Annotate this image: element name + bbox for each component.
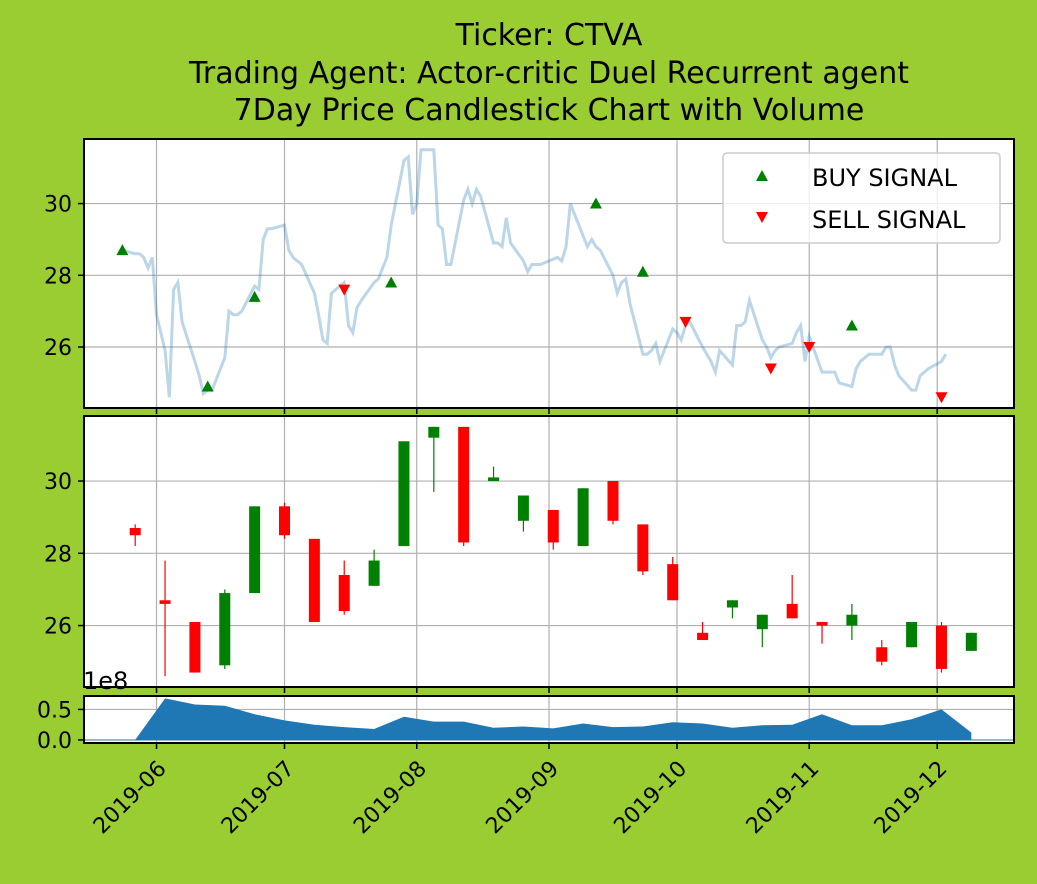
volume-area (135, 698, 972, 740)
y-tick-label: 28 (44, 264, 72, 289)
sell-signal-marker (764, 363, 777, 375)
buy-signal-marker (201, 380, 214, 392)
sell-signal-legend-icon (756, 212, 768, 223)
candle-body (159, 600, 171, 604)
candle-body (368, 560, 380, 586)
candle-body (786, 603, 798, 619)
x-tick-label: 2019-09 (481, 756, 564, 839)
sell-signal-marker (803, 342, 816, 354)
title-line-1: Ticker: CTVA (455, 18, 643, 53)
y-tick-label: 26 (44, 615, 72, 640)
y-tick-label: 30 (44, 193, 72, 218)
candle-body (726, 600, 738, 608)
candle-body (816, 621, 828, 626)
buy-signal-marker (248, 290, 261, 302)
buy-signal-marker (116, 244, 129, 256)
price-panel-frame (83, 138, 1015, 409)
volume-offset-label: 1e8 (83, 667, 128, 695)
legend-buy-label: BUY SIGNAL (812, 164, 958, 192)
candle-body (607, 481, 619, 521)
buy-signal-marker (589, 197, 602, 209)
candle-body (428, 426, 440, 438)
title-line-3: 7Day Price Candlestick Chart with Volume (234, 93, 865, 128)
legend-sell-label: SELL SIGNAL (812, 206, 966, 234)
volume-panel-frame (83, 695, 1015, 744)
x-tick-label: 2019-07 (217, 756, 300, 839)
candle-body (458, 426, 470, 543)
candle-body (697, 632, 709, 641)
candle-body (249, 506, 261, 594)
buy-signal-marker (845, 319, 858, 331)
candle-body (637, 524, 649, 572)
x-tick-label: 2019-10 (609, 756, 692, 839)
candle-body (338, 574, 350, 612)
buy-signal-marker (385, 276, 398, 288)
candle-body (965, 632, 977, 651)
candle-body (279, 506, 291, 536)
legend-box (722, 152, 1001, 244)
candle-body (876, 647, 888, 662)
buy-signal-marker (636, 265, 649, 277)
chart-title: Ticker: CTVA Trading Agent: Actor-critic… (188, 18, 909, 128)
title-line-2: Trading Agent: Actor-critic Duel Recurre… (188, 56, 909, 91)
candle-body (756, 614, 768, 630)
x-tick-label: 2019-11 (742, 756, 825, 839)
legend: BUY SIGNAL SELL SIGNAL (722, 152, 1001, 244)
sell-signal-marker (935, 392, 948, 404)
y-tick-label: 0.0 (37, 729, 72, 754)
candle-body (906, 621, 918, 648)
y-tick-label: 30 (44, 470, 72, 495)
buy-signal-legend-icon (756, 170, 768, 181)
candle-body (308, 538, 320, 622)
x-axis: 2019-06 2019-07 2019-08 2019-09 2019-10 2019-… (89, 756, 952, 839)
x-tick-label: 2019-12 (870, 756, 953, 839)
candle-panel-frame (83, 415, 1015, 688)
y-tick-label: 28 (44, 542, 72, 567)
candle-body (398, 441, 410, 547)
sell-signal-marker (338, 284, 351, 296)
x-tick-label: 2019-06 (89, 756, 172, 839)
candle-body (935, 625, 947, 669)
candlestick-panel: 26 28 30 (44, 415, 1015, 693)
volume-panel: 0.00.5 (37, 695, 1015, 754)
candle-body (129, 528, 141, 536)
candle-body (189, 621, 201, 673)
candle-body (488, 477, 500, 482)
candle-body (577, 488, 589, 547)
candle-body (219, 593, 231, 666)
candle-body (667, 564, 679, 601)
candle-body (547, 509, 559, 543)
price-line (121, 148, 947, 398)
x-tick-label: 2019-08 (349, 756, 432, 839)
sell-signal-marker (679, 316, 692, 328)
y-tick-label: 0.5 (37, 698, 72, 723)
y-tick-label: 26 (44, 336, 72, 361)
candle-body (846, 614, 858, 626)
candle-body (517, 495, 529, 521)
